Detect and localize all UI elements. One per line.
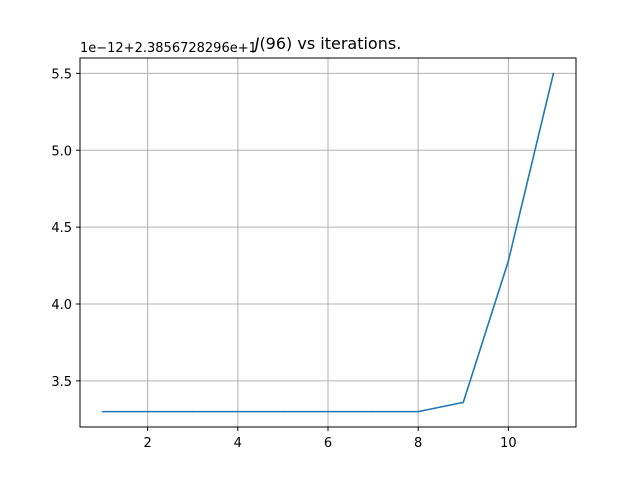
y-tick-label: 5.5 bbox=[51, 67, 72, 82]
data-point bbox=[507, 260, 510, 262]
x-tick-label: 4 bbox=[234, 436, 242, 451]
chart-title: J(96) vs iterations. bbox=[252, 34, 402, 53]
data-point bbox=[327, 410, 329, 413]
x-tick-label: 6 bbox=[324, 436, 332, 451]
x-axis: 2 4 6 8 10 bbox=[143, 427, 517, 451]
data-point bbox=[372, 410, 374, 413]
data-point bbox=[191, 410, 194, 413]
data-point bbox=[462, 401, 465, 404]
data-point bbox=[146, 410, 149, 413]
y-tick-label: 4.5 bbox=[51, 221, 72, 236]
y-offset-label: 1e−12+2.3856728296e+1 bbox=[80, 41, 257, 56]
data-point bbox=[552, 72, 555, 75]
data-point bbox=[282, 410, 284, 413]
series-layer bbox=[101, 72, 555, 413]
y-tick-label: 4.0 bbox=[51, 298, 72, 313]
y-axis: 3.5 4.0 4.5 5.0 5.5 bbox=[51, 67, 80, 390]
data-point bbox=[417, 410, 419, 413]
y-tick-label: 5.0 bbox=[51, 144, 72, 159]
chart-title-italic: J bbox=[252, 34, 260, 53]
y-tick-label: 3.5 bbox=[51, 375, 72, 390]
chart-title-rest: (96) vs iterations. bbox=[259, 34, 401, 53]
x-tick-label: 8 bbox=[414, 436, 422, 451]
data-point bbox=[101, 410, 104, 413]
x-tick-label: 2 bbox=[143, 436, 151, 451]
data-point bbox=[237, 410, 239, 413]
x-tick-label: 10 bbox=[500, 436, 517, 451]
grid bbox=[80, 58, 576, 427]
